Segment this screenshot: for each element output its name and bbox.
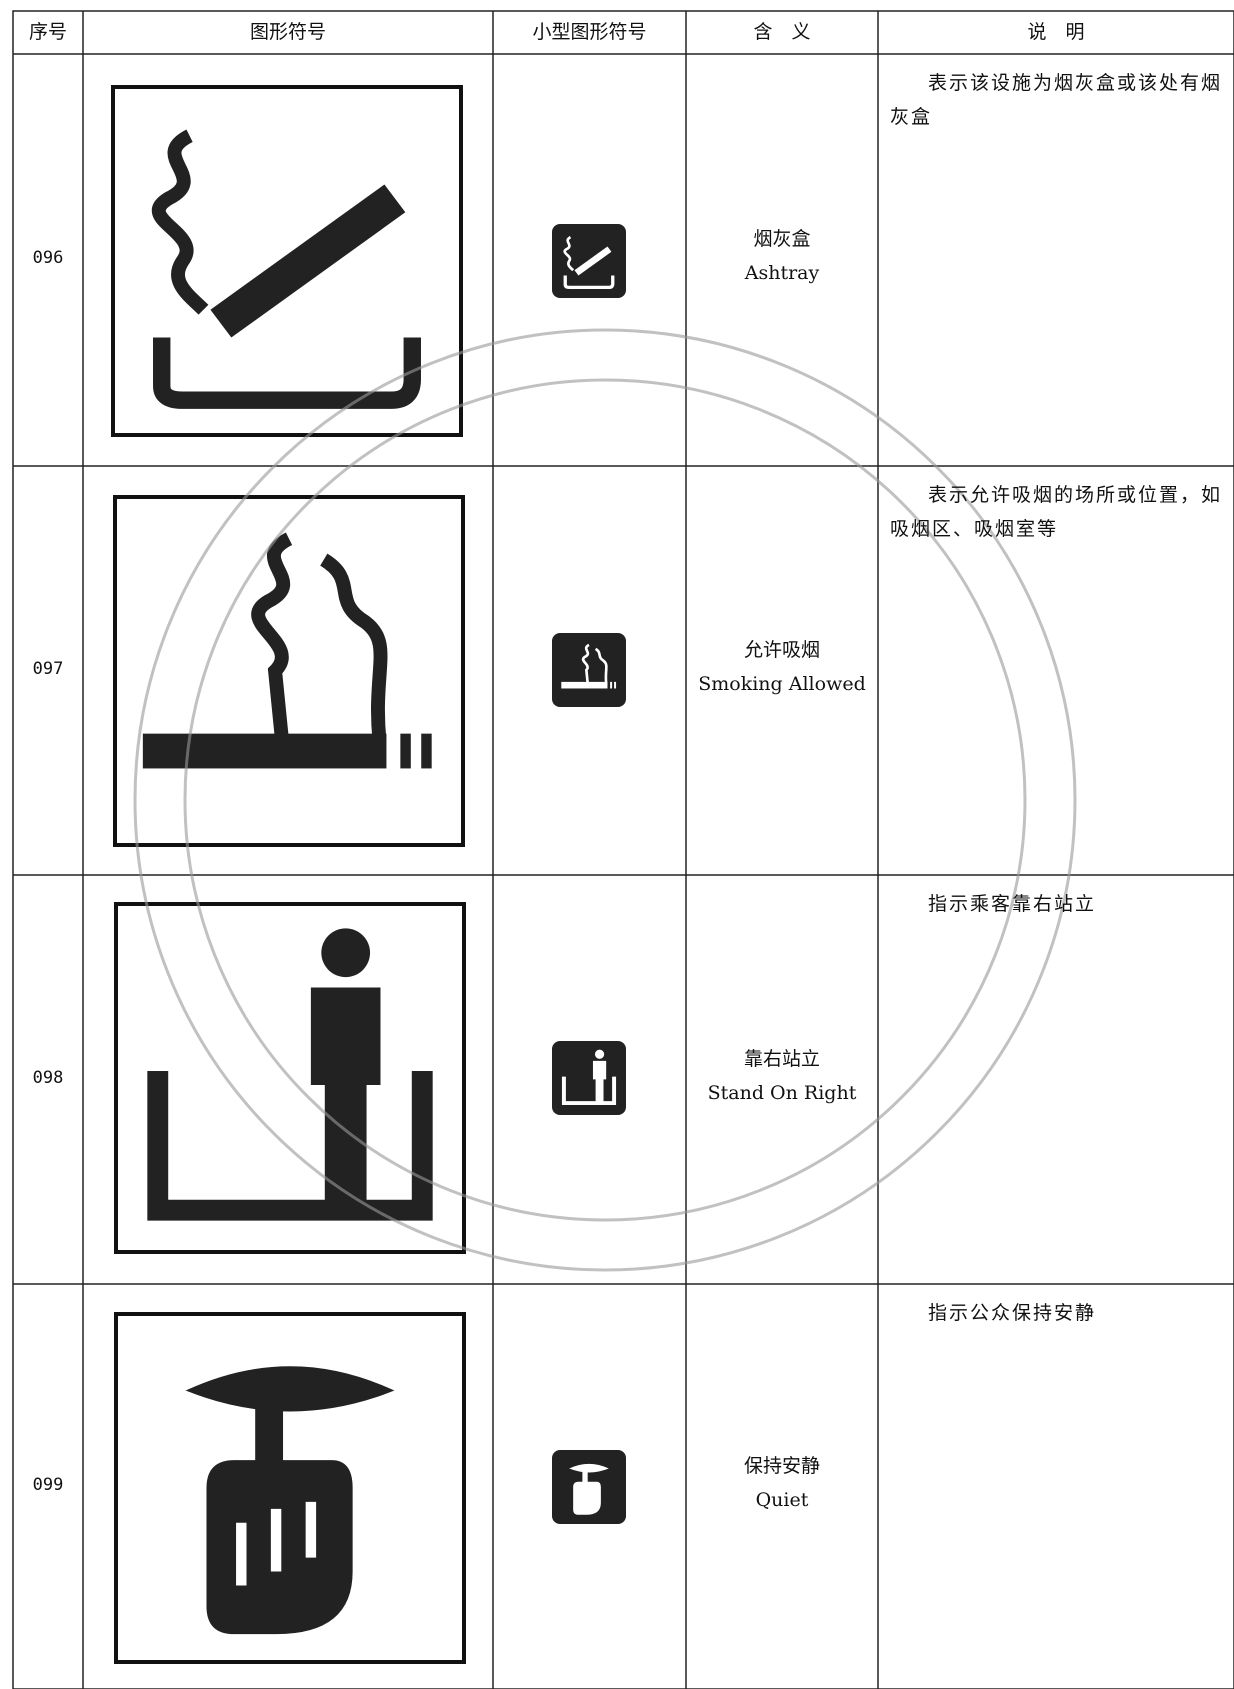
grid-lines (12, 10, 1234, 1689)
meaning-en: Quiet (755, 1488, 809, 1511)
header-cell: 序号 (28, 21, 67, 43)
description: 表示该设施为烟灰盒或该处有烟灰盒 (890, 72, 1223, 128)
row-number: 096 (32, 248, 64, 268)
small-symbols (552, 224, 626, 1524)
meaning-cn: 保持安静 (743, 1454, 820, 1477)
header-cell: 说 明 (1027, 21, 1085, 43)
meaning-en: Stand On Right (707, 1081, 857, 1104)
watermark (133, 328, 1077, 1272)
header-cell: 图形符号 (249, 21, 326, 43)
meaning-cn: 靠右站立 (743, 1047, 820, 1070)
row-number: 098 (32, 1067, 64, 1088)
header-cell: 小型图形符号 (532, 21, 647, 43)
meaning-en: Smoking Allowed (698, 672, 866, 695)
meaning-cn: 烟灰盒 (753, 228, 811, 250)
row-number: 099 (32, 1474, 64, 1495)
meaning-en: Ashtray (744, 262, 820, 284)
description: 指示公众保持安静 (928, 1302, 1097, 1324)
header-cell: 含 义 (753, 21, 811, 43)
meaning-cn: 允许吸烟 (743, 638, 820, 661)
large-symbols (111, 85, 466, 1664)
description: 表示允许吸烟的场所或位置，如吸烟区、吸烟室等 (890, 484, 1223, 540)
row-number: 097 (32, 658, 64, 679)
description: 指示乘客靠右站立 (928, 893, 1097, 915)
